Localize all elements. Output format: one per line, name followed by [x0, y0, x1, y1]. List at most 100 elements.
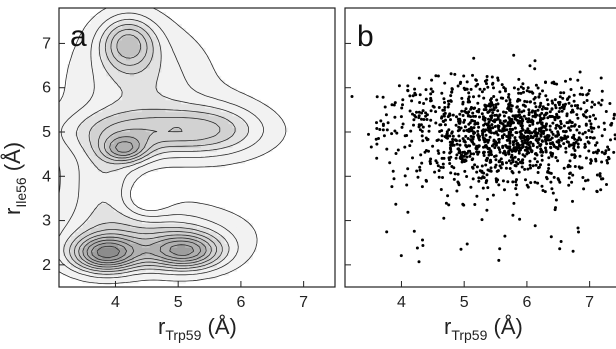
contour-fill-cell-a	[236, 259, 241, 264]
contour-fill-cell-a	[106, 107, 111, 113]
contour-fill-cell-a	[129, 227, 135, 232]
contour-fill-cell-a	[169, 163, 174, 169]
contour-fill-cell-a	[133, 43, 139, 49]
contour-fill-cell-a	[106, 271, 111, 276]
contour-fill-cell-a	[141, 131, 147, 137]
contour-fill-cell-a	[106, 259, 111, 264]
contour-fill-cell-a	[90, 175, 96, 180]
scatter-point	[552, 175, 556, 179]
scatter-point	[374, 137, 378, 141]
contour-fill-cell-a	[193, 151, 198, 157]
contour-fill-cell-a	[189, 271, 194, 276]
contour-fill-cell-a	[82, 183, 88, 188]
contour-fill-cell-a	[189, 83, 194, 89]
scatter-point	[559, 91, 563, 95]
contour-fill-cell-a	[129, 35, 135, 41]
contour-fill-cell-a	[70, 267, 76, 272]
scatter-point	[507, 93, 511, 96]
scatter-point	[508, 147, 512, 151]
scatter-point	[476, 133, 480, 136]
contour-fill-cell-a	[161, 127, 167, 133]
contour-fill-cell-a	[252, 143, 257, 149]
contour-fill-cell-a	[141, 255, 147, 260]
contour-fill-cell-a	[145, 211, 151, 216]
contour-fill-cell-a	[248, 95, 253, 101]
scatter-point	[523, 99, 527, 103]
scatter-point	[477, 144, 481, 148]
scatter-point	[478, 87, 482, 91]
contour-fill-cell-a	[212, 247, 218, 252]
contour-fill-cell-a	[169, 75, 174, 81]
contour-fill-cell-a	[153, 163, 159, 169]
contour-fill-cell-a	[256, 127, 261, 133]
contour-fill-cell-a	[185, 247, 190, 252]
scatter-point	[531, 122, 535, 126]
contour-fill-cell-a	[153, 91, 159, 97]
contour-fill-cell-a	[177, 135, 182, 141]
contour-fill-cell-a	[98, 63, 103, 69]
scatter-point	[498, 164, 502, 168]
contour-fill-cell-a	[66, 183, 72, 188]
contour-fill-cell-a	[141, 119, 147, 125]
contour-fill-cell-a	[106, 203, 111, 208]
contour-fill-cell-a	[212, 139, 218, 145]
contour-fill-cell-a	[122, 255, 127, 260]
contour-fill-cell-a	[114, 83, 119, 89]
contour-fill-cell-a	[110, 263, 115, 268]
contour-fill-cell-a	[98, 119, 103, 125]
contour-fill-cell-a	[236, 159, 241, 165]
contour-fill-cell-a	[70, 247, 76, 252]
contour-fill-cell-a	[70, 203, 76, 208]
contour-fill-cell-a	[264, 103, 269, 109]
contour-fill-cell-a	[189, 207, 194, 212]
contour-fill-cell-a	[185, 95, 190, 101]
contour-fill-cell-a	[149, 123, 155, 129]
contour-fill-cell-a	[102, 243, 107, 248]
contour-fill-cell-a	[165, 115, 170, 121]
x-tick-label-a-7: 7	[299, 294, 308, 311]
scatter-point	[471, 111, 475, 115]
scatter-point	[410, 139, 414, 143]
contour-fill-cell-a	[173, 255, 178, 260]
plot-frame-a	[58, 7, 336, 288]
contour-fill-cell-a	[66, 199, 72, 204]
scatter-point	[550, 130, 554, 134]
scatter-point	[507, 95, 510, 99]
contour-fill-cell-a	[181, 203, 186, 208]
contour-fill-cell-a	[208, 131, 214, 137]
scatter-point	[586, 92, 590, 96]
contour-fill-cell-a	[240, 235, 245, 240]
scatter-point	[576, 106, 580, 110]
contour-fill-cell-a	[126, 87, 131, 93]
scatter-point	[384, 113, 388, 117]
contour-fill-cell-a	[157, 235, 163, 240]
scatter-point	[489, 150, 493, 154]
contour-fill-cell-a	[232, 251, 238, 256]
scatter-point	[554, 198, 558, 202]
contour-fill-cell-a	[185, 251, 190, 256]
contour-fill-cell-a	[220, 263, 226, 268]
scatter-point	[481, 133, 485, 137]
contour-fill-cell-a	[94, 135, 100, 141]
contour-fill-cell-a	[197, 203, 202, 208]
scatter-point	[556, 116, 560, 120]
contour-fill-cell-a	[252, 139, 257, 145]
scatter-point	[425, 179, 428, 183]
scatter-point	[577, 125, 581, 128]
contour-fill-cell-a	[200, 259, 206, 264]
contour-fill-cell-a	[59, 247, 64, 252]
contour-fill-cell-a	[126, 91, 131, 97]
contour-fill-cell-a	[110, 147, 115, 153]
contour-fill-cell-a	[181, 123, 186, 129]
contour-fill-cell-a	[129, 139, 135, 145]
contour-fill-cell-a	[122, 55, 127, 61]
contour-fill-cell-a	[82, 275, 88, 280]
contour-fill-cell-a	[260, 103, 265, 109]
scatter-point	[424, 97, 428, 101]
contour-fill-cell-a	[90, 155, 96, 161]
scatter-point	[437, 175, 441, 179]
contour-fill-cell-a	[267, 143, 273, 149]
contour-fill-cell-a	[102, 271, 107, 276]
scatter-point	[558, 106, 562, 110]
